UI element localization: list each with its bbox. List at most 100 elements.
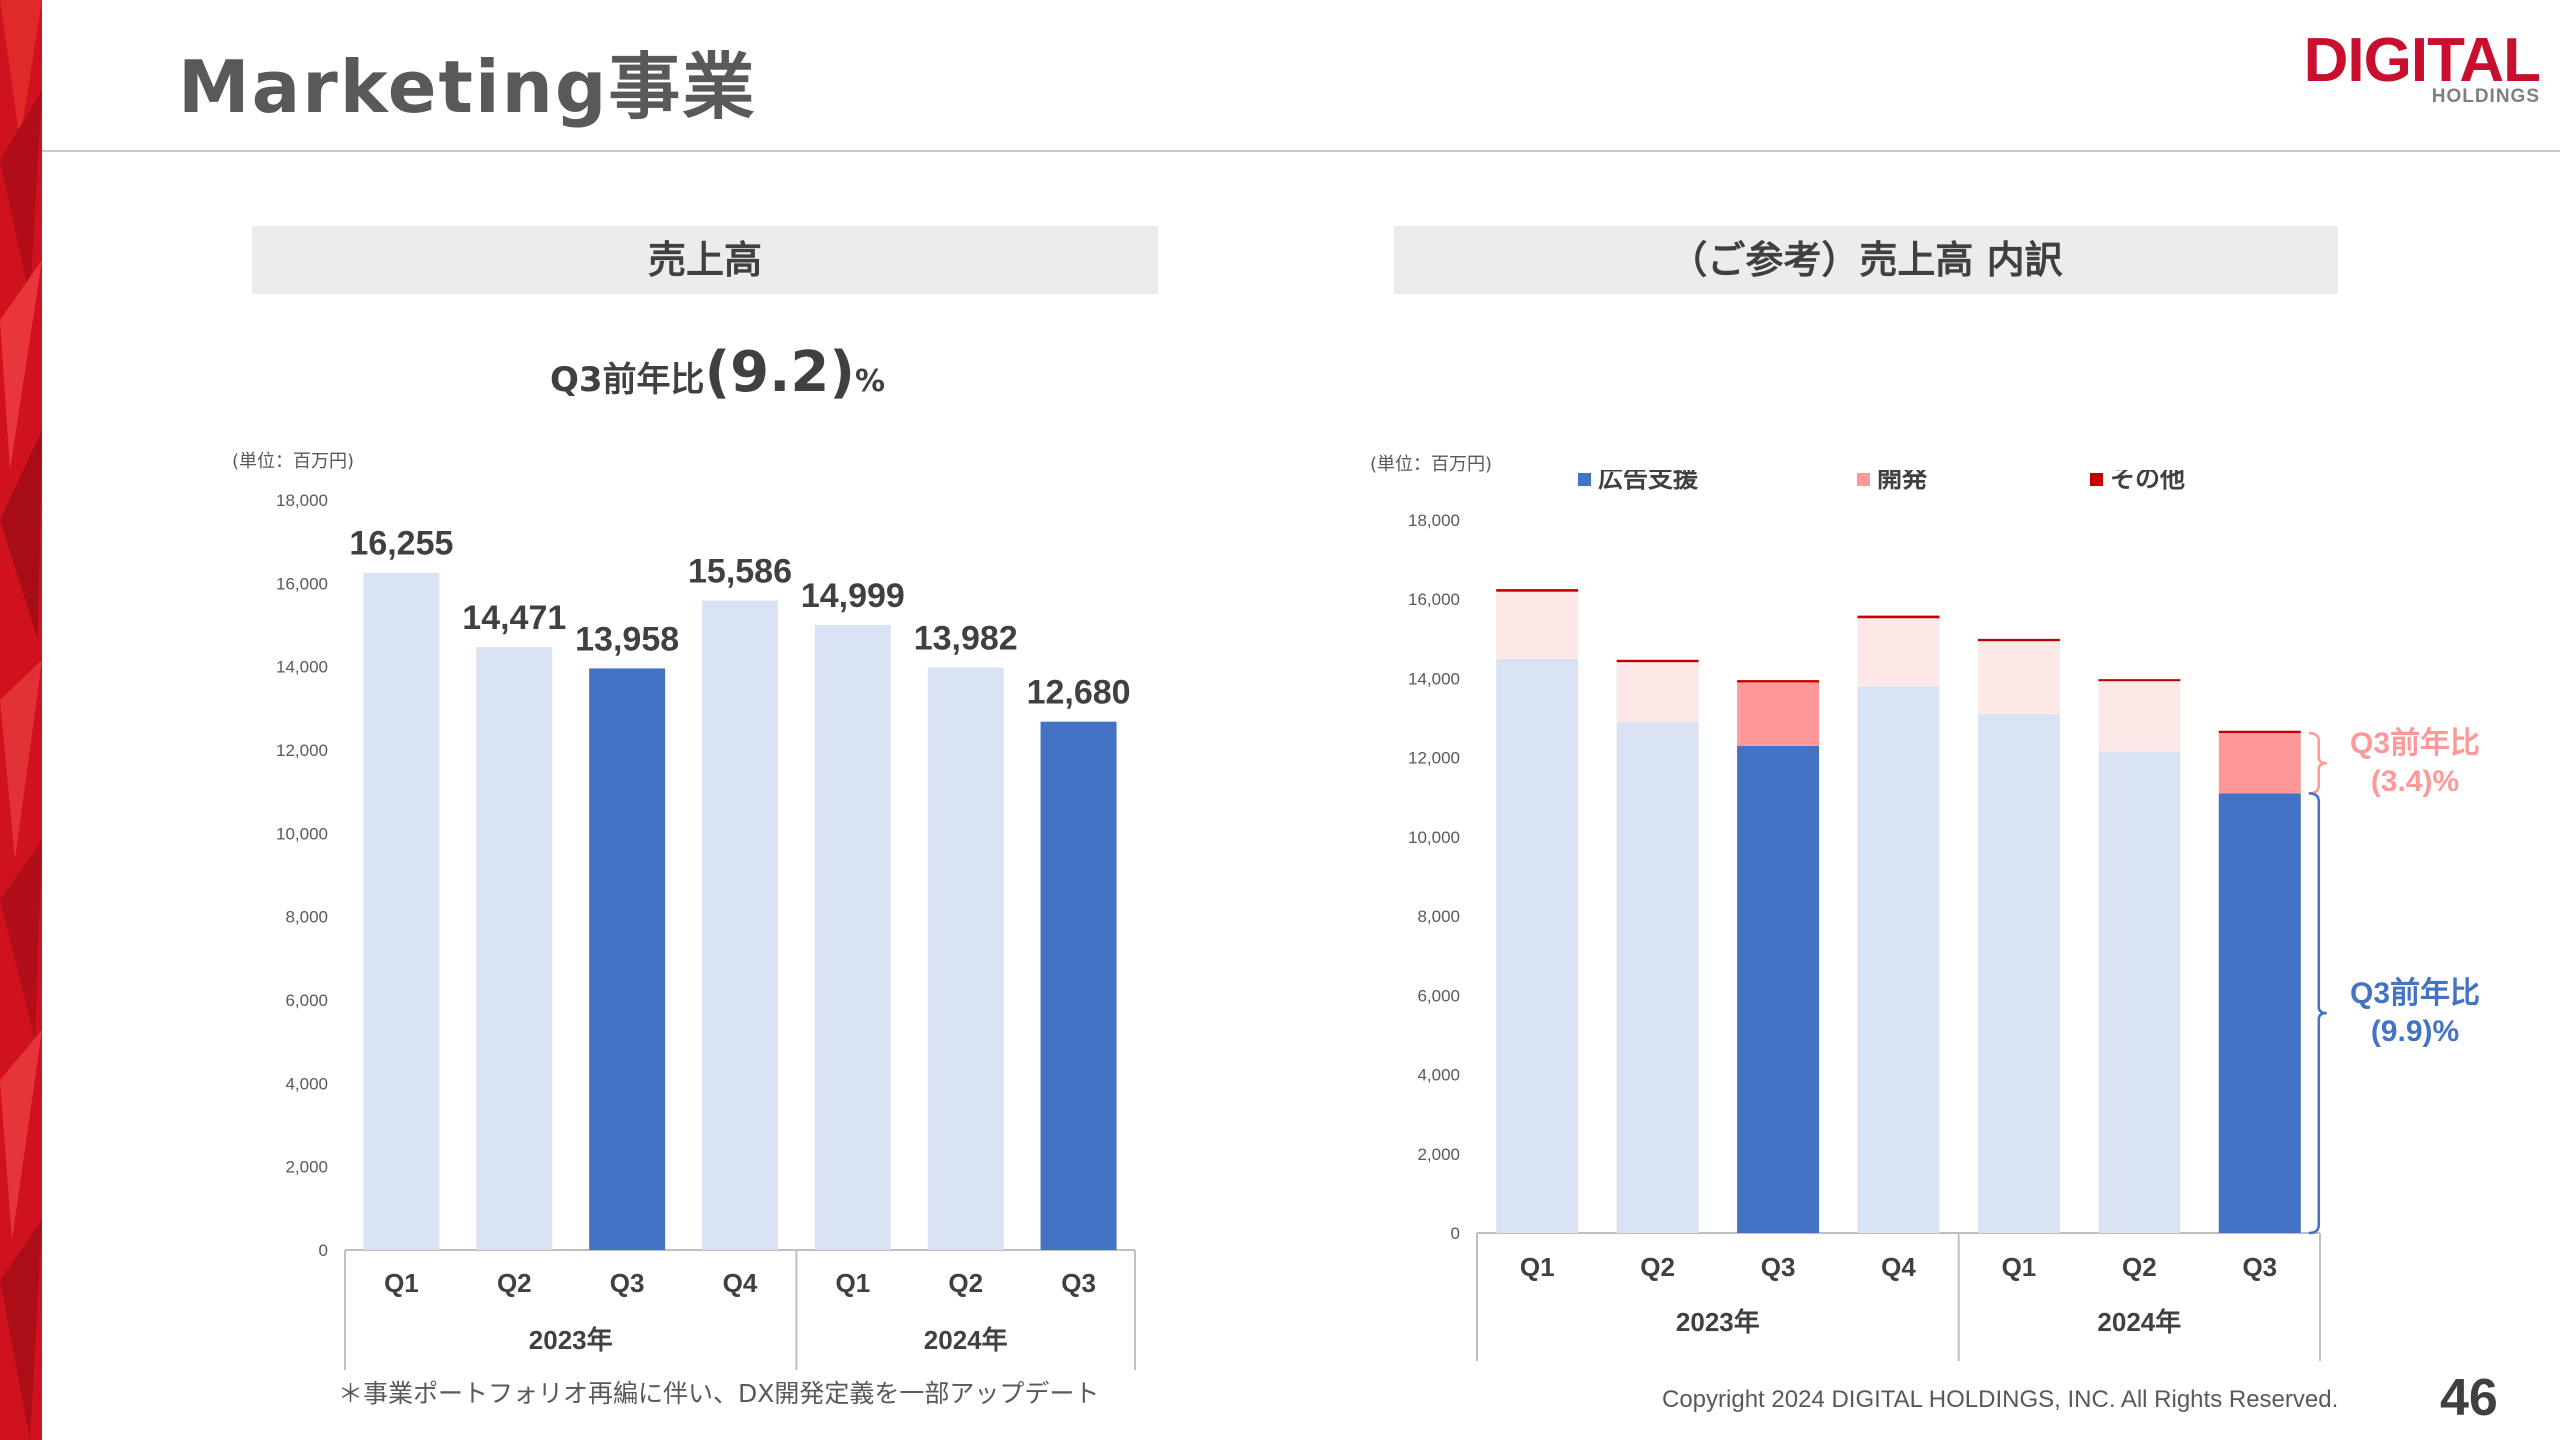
y-tick-label: 6,000 [1417, 986, 1460, 1005]
y-tick-label: 18,000 [1408, 511, 1460, 530]
footnote: ＊事業ポートフォリオ再編に伴い、DX開発定義を一部アップデート [338, 1379, 1100, 1408]
y-tick-label: 2,000 [285, 1158, 328, 1177]
x-tick-label: Q3 [610, 1268, 645, 1298]
data-label: 15,586 [688, 553, 792, 591]
ad-yoy-value: (9.9)% [2371, 1015, 2459, 1048]
bar-segment [2218, 793, 2301, 1233]
bar-segment [1616, 659, 1699, 663]
dev-yoy-label: Q3前年比 [2350, 727, 2480, 760]
page-title: Marketing事業 [178, 45, 757, 129]
bar [1040, 721, 1117, 1250]
bar-segment [2098, 681, 2181, 752]
y-tick-label: 12,000 [1408, 749, 1460, 768]
x-tick-label: Q4 [1881, 1252, 1916, 1282]
bar-segment [1496, 591, 1579, 659]
data-label: 13,982 [914, 619, 1018, 657]
bar [927, 667, 1004, 1250]
data-label: 14,999 [801, 577, 905, 615]
year-group-label: 2024年 [2097, 1307, 2181, 1337]
bar-segment [2098, 751, 2181, 1233]
bar-segment [1857, 686, 1940, 1233]
bar [702, 600, 778, 1250]
y-tick-label: 12,000 [276, 741, 328, 760]
legend-swatch [2090, 473, 2103, 486]
y-tick-label: 18,000 [276, 491, 328, 510]
x-tick-label: Q1 [836, 1268, 871, 1298]
bar-segment [1737, 680, 1820, 683]
yoy-value: (9.2) [704, 340, 855, 405]
legend-swatch [1578, 473, 1591, 486]
bar [476, 647, 553, 1250]
bar-segment [1857, 618, 1940, 687]
y-tick-label: 16,000 [276, 574, 328, 593]
y-tick-label: 2,000 [1417, 1145, 1460, 1164]
bar [363, 572, 440, 1250]
bar [814, 625, 891, 1250]
sales-bar-chart: 0 2,000 4,000 6,000 8,000 10,000 12,000 14,000 1… [276, 491, 1136, 1370]
ad-yoy-label: Q3前年比 [2350, 977, 2480, 1010]
bar-segment [1977, 714, 2060, 1233]
company-logo: DIGITAL HOLDINGS [2290, 26, 2541, 110]
bar-segment [1977, 641, 2060, 715]
bar-segment [1737, 682, 1820, 746]
y-tick-label: 4,000 [285, 1074, 328, 1093]
year-group-label: 2023年 [1676, 1307, 1760, 1337]
data-label: 14,471 [462, 599, 566, 637]
left-unit-label: (単位：百万円) [232, 451, 355, 472]
bar-segment [1616, 722, 1699, 1233]
x-tick-label: Q3 [1061, 1268, 1096, 1298]
bar [589, 668, 666, 1250]
y-tick-label: 8,000 [1417, 907, 1460, 926]
x-tick-label: Q2 [1640, 1252, 1675, 1282]
y-tick-label: 8,000 [285, 908, 328, 927]
x-tick-label: Q2 [497, 1268, 532, 1298]
bar-segment [2218, 733, 2301, 794]
bar-segment [1857, 615, 1940, 619]
yoy-suffix: % [854, 364, 886, 399]
y-tick-label: 6,000 [285, 991, 328, 1010]
right-unit-label: (単位：百万円) [1370, 454, 1493, 475]
y-tick-label: 14,000 [276, 658, 328, 677]
legend-label: その他 [2110, 470, 2185, 493]
year-group-label: 2024年 [924, 1325, 1008, 1355]
header-divider [42, 150, 2560, 152]
logo-sub-text: HOLDINGS [2431, 86, 2540, 107]
y-tick-label: 0 [319, 1241, 328, 1260]
y-tick-label: 10,000 [276, 824, 328, 843]
x-tick-label: Q2 [2122, 1252, 2157, 1282]
data-label: 12,680 [1027, 674, 1131, 712]
bar-segment [1737, 745, 1820, 1233]
bar-segment [2098, 679, 2181, 682]
logo-main-text: DIGITAL [2303, 26, 2541, 95]
year-group-label: 2023年 [529, 1325, 613, 1355]
legend-label: 広告支援 [1598, 470, 1699, 493]
page-number: 46 [2440, 1369, 2498, 1427]
yoy-prefix: Q3前年比 [550, 360, 705, 400]
yoy-summary: Q3前年比(9.2)% [550, 340, 885, 405]
y-tick-label: 4,000 [1417, 1066, 1460, 1085]
data-label: 13,958 [575, 620, 679, 658]
legend-label: 開発 [1877, 470, 1928, 493]
sales-breakdown-chart: 0 2,000 4,000 6,000 8,000 10,000 12,000 14,000 1… [1408, 470, 2480, 1361]
y-tick-label: 16,000 [1408, 590, 1460, 609]
bar-segment [2218, 730, 2301, 734]
data-label: 16,255 [349, 525, 453, 563]
x-tick-label: Q1 [384, 1268, 419, 1298]
left-panel-header: 売上高 [252, 226, 1158, 294]
x-tick-label: Q4 [723, 1268, 758, 1298]
bar-segment [1616, 662, 1699, 723]
y-tick-label: 14,000 [1408, 669, 1460, 688]
decorative-side-band [0, 0, 42, 1440]
y-tick-label: 10,000 [1408, 828, 1460, 847]
bar-segment [1496, 589, 1579, 592]
bar-segment [1977, 638, 2060, 642]
copyright: Copyright 2024 DIGITAL HOLDINGS, INC. Al… [1662, 1386, 2339, 1413]
x-tick-label: Q1 [2002, 1252, 2037, 1282]
bar-segment [1496, 658, 1579, 1233]
x-tick-label: Q2 [948, 1268, 983, 1298]
right-panel-header: （ご参考）売上高 内訳 [1394, 226, 2338, 294]
x-tick-label: Q1 [1520, 1252, 1555, 1282]
ad-brace [2308, 792, 2327, 1235]
dev-yoy-value: (3.4)% [2371, 765, 2459, 798]
dev-brace [2308, 731, 2327, 795]
